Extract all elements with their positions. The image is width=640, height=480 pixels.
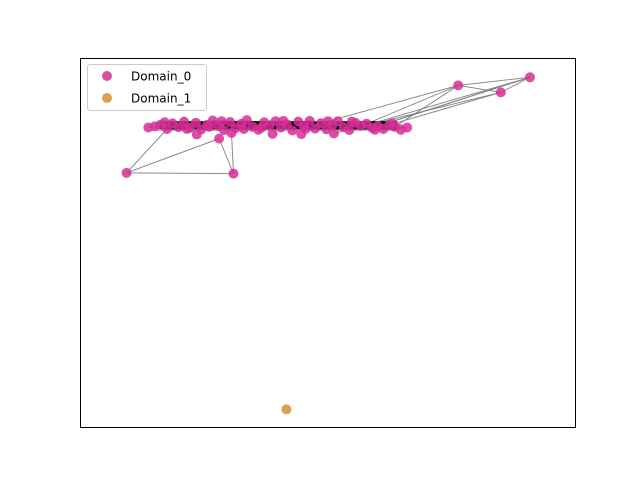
scatter-point-domain-0 <box>159 117 170 128</box>
scatter-point-domain-0 <box>214 133 225 144</box>
scatter-point-domain-0 <box>216 116 227 127</box>
graph-edge <box>458 76 531 86</box>
scatter-point-domain-0 <box>191 129 202 140</box>
scatter-point-domain-0 <box>296 129 307 140</box>
legend-marker-domain-1 <box>102 93 112 103</box>
points-layer <box>121 72 535 415</box>
scatter-point-domain-0 <box>387 118 398 129</box>
scatter-point-domain-0 <box>525 72 535 83</box>
legend-label-domain-0: Domain_0 <box>131 70 191 84</box>
graph-edge <box>458 84 501 93</box>
scatter-point-domain-0 <box>204 121 215 132</box>
graph-edge <box>394 84 459 128</box>
graph-edge <box>500 76 531 93</box>
scatter-point-domain-0 <box>226 128 237 138</box>
graph-edge <box>126 128 168 174</box>
scatter-point-domain-0 <box>181 124 192 134</box>
scatter-point-domain-0 <box>228 168 239 179</box>
graph-edge <box>377 76 531 127</box>
graph-edge <box>231 132 234 174</box>
graph-edge <box>366 84 459 125</box>
axes-frame <box>80 58 576 428</box>
scatter-point-domain-0 <box>238 124 249 134</box>
plot-area <box>80 58 576 428</box>
scatter-point-domain-0 <box>344 125 355 136</box>
graph-edge <box>389 91 501 126</box>
scatter-point-domain-0 <box>370 124 380 135</box>
graph-edge <box>218 138 234 174</box>
scatter-point-domain-0 <box>304 115 315 126</box>
legend-marker-domain-0 <box>102 71 112 81</box>
graph-edge <box>320 84 459 124</box>
scatter-point-domain-1 <box>281 404 292 415</box>
graph-edge <box>126 172 234 175</box>
scatter-point-domain-0 <box>278 115 289 126</box>
scatter-point-domain-0 <box>323 116 333 127</box>
scatter-point-domain-0 <box>346 116 357 127</box>
scatter-point-domain-0 <box>267 128 278 139</box>
scatter-point-domain-0 <box>453 80 464 91</box>
scatter-point-domain-0 <box>241 115 252 126</box>
scatter-point-domain-0 <box>328 128 339 139</box>
legend-box <box>87 64 207 111</box>
scatter-point-domain-0 <box>287 125 298 136</box>
scatter-point-domain-0 <box>190 117 201 128</box>
scatter-point-domain-0 <box>256 122 267 133</box>
scatter-point-domain-0 <box>402 122 413 133</box>
legend: Domain_0 Domain_1 <box>87 64 207 111</box>
scatter-point-domain-0 <box>219 125 229 136</box>
legend-label-domain-1: Domain_1 <box>131 92 191 106</box>
scatter-point-domain-0 <box>121 167 132 178</box>
graph-edge <box>126 138 220 174</box>
scatter-point-domain-0 <box>495 87 506 98</box>
